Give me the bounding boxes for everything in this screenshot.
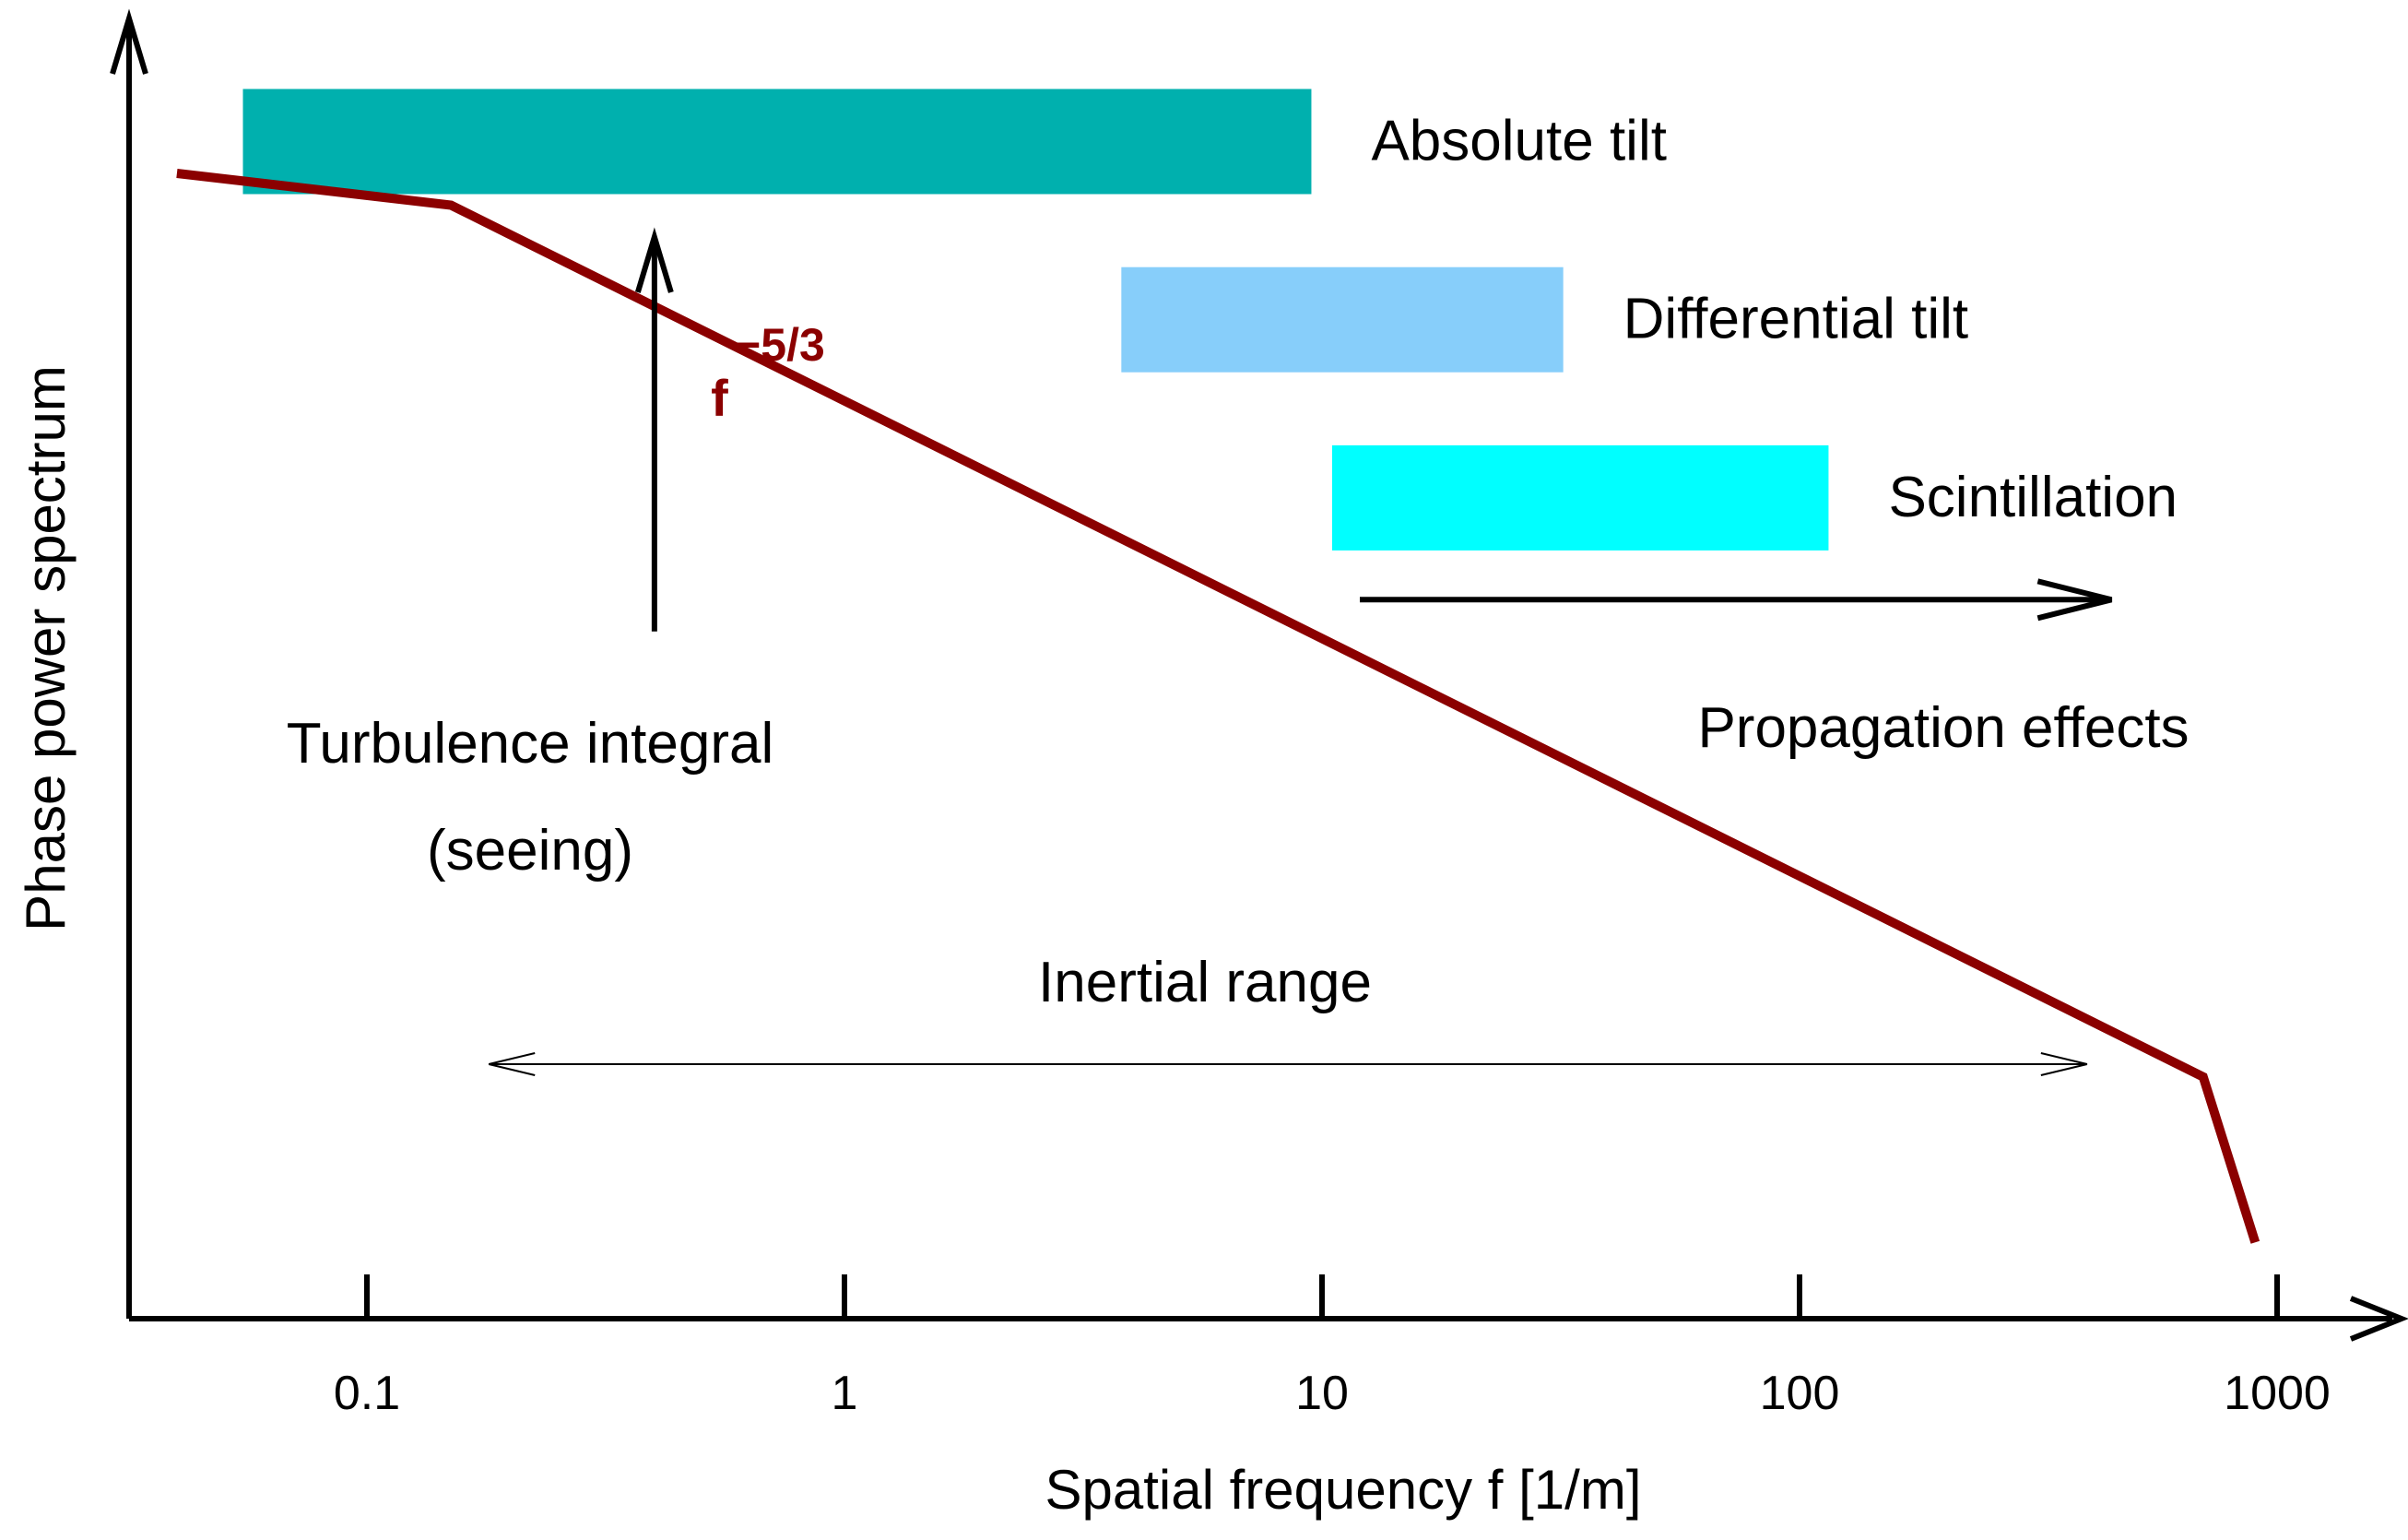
band-bar [242,89,1312,195]
slope-exponent: −5/3 [734,319,825,371]
seeing-label-line: (seeing) [427,819,633,883]
inertial-range-left-head [488,1052,536,1076]
x-axis-label: Spatial frequency f [1/m] [1045,1459,1642,1521]
spectrum-line [176,169,2260,1244]
ticks-layer: 0.1 1 10 100 1000 [334,1274,2331,1420]
y-axis-arrowhead [110,8,148,75]
propagation-arrowhead [2036,578,2113,622]
band-label: Scintillation [1888,466,2178,529]
seeing-label-line: Turbulence integral [287,712,773,776]
band-bar [1121,267,1564,373]
band-label: Absolute tilt [1371,110,1667,173]
y-axis-label: Phase power spectrum [15,365,77,931]
inertial-range-label: Inertial range [1038,951,1372,1014]
band-label: Differential tilt [1623,288,1968,351]
band-bar [1331,444,1829,551]
x-tick-label: 1000 [2224,1367,2331,1420]
slope-base: f [711,369,728,427]
x-tick-label: 1 [832,1367,858,1420]
x-axis-arrowhead [2349,1296,2408,1342]
seeing-arrowhead [634,227,674,293]
x-tick-label: 0.1 [334,1367,400,1420]
bands-layer: Absolute tilt Differential tilt Scintillat… [242,89,2178,551]
inertial-range-right-head [2040,1052,2088,1076]
axes-layer [110,8,2408,1342]
x-tick-label: 10 [1295,1367,1349,1420]
series-layer [176,169,2260,1244]
x-tick-label: 100 [1760,1367,1840,1420]
propagation-label: Propagation effects [1697,696,2189,760]
annotation-layer: f−5/3 Turbulence integral (seeing) Propagat… [287,227,2190,1076]
